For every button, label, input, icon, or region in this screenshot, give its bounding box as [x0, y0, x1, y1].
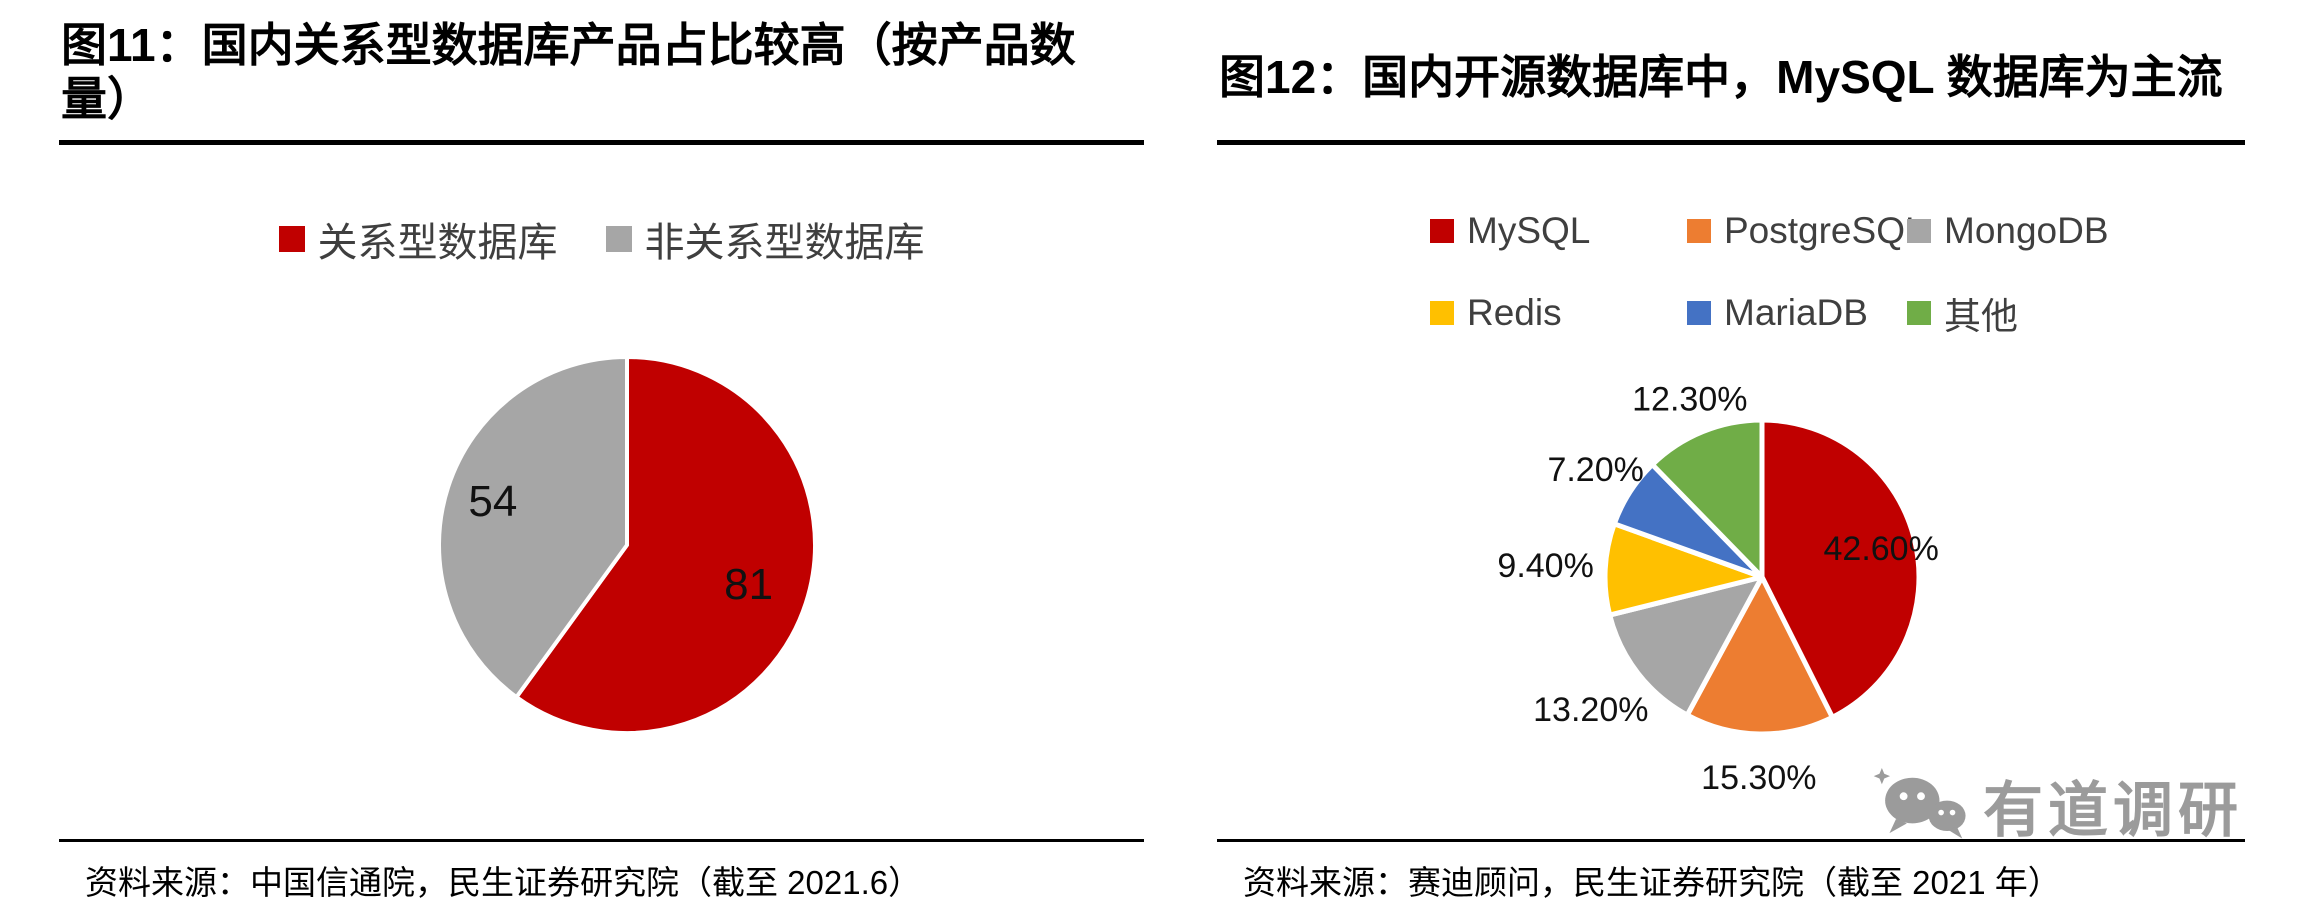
legend-label: MySQL — [1467, 210, 1591, 251]
pie-data-label: 13.20% — [1533, 691, 1648, 729]
legend-item-1: PostgreSQL — [1687, 210, 1926, 252]
legend-item-1: 非关系型数据库 — [605, 210, 925, 268]
figure-11-title-rule — [59, 140, 1144, 145]
legend-item-0: MySQL — [1430, 210, 1687, 252]
pie-data-label: 7.20% — [1547, 451, 1643, 489]
pie-slice-1 — [1684, 574, 1835, 737]
pie-slice-1 — [437, 355, 629, 700]
legend-swatch-icon — [1687, 301, 1711, 325]
legend-label: Redis — [1467, 292, 1562, 333]
figure-12-bottom-rule — [1217, 839, 2245, 842]
figure-11-source: 资料来源：中国信通院，民生证券研究院（截至 2021.6） — [85, 864, 922, 901]
legend-row: Redis MariaDB 其他 — [1217, 286, 2245, 340]
legend-label: PostgreSQL — [1724, 210, 1926, 251]
legend-label: 其他 — [1944, 296, 2018, 337]
legend-item-0: 关系型数据库 — [278, 210, 558, 268]
watermark: 有道调研 — [1871, 762, 2243, 849]
figure-12-legend: MySQL PostgreSQL MongoDB Redis MariaDB 其他 — [1217, 210, 2245, 374]
figure-11-pie-chart: 81 54 — [437, 355, 817, 735]
wechat-bubbles-icon — [1873, 767, 1966, 839]
legend-swatch-icon — [1907, 219, 1931, 243]
legend-item-2: MongoDB — [1907, 210, 2109, 252]
legend-swatch-icon — [278, 226, 305, 252]
legend-item-4: MariaDB — [1687, 292, 1907, 334]
pie-slice-2 — [1607, 574, 1765, 718]
legend-swatch-icon — [1430, 219, 1454, 243]
legend-swatch-icon — [1687, 219, 1711, 243]
legend-label: 关系型数据库 — [317, 221, 558, 265]
legend-label: MongoDB — [1944, 210, 2109, 251]
panel-figure-12: 图12：国内开源数据库中，MySQL 数据库为主流 MySQL PostgreSQ… — [1217, 0, 2245, 921]
legend-item-5: 其他 — [1907, 286, 2018, 340]
pie-data-label: 81 — [724, 560, 773, 609]
legend-row: 关系型数据库 非关系型数据库 — [59, 210, 1144, 268]
pie-data-label: 12.30% — [1632, 381, 1747, 419]
pie-data-label: 15.30% — [1701, 759, 1816, 797]
figure-11-bottom-rule — [59, 839, 1144, 842]
pie-slice-5 — [1649, 417, 1765, 580]
figure-12-title-rule — [1217, 140, 2245, 145]
legend-label: MariaDB — [1724, 292, 1868, 333]
panel-figure-11: 图11：国内关系型数据库产品占比较高（按产品数 量） 关系型数据库 非关系型数据库… — [59, 0, 1144, 921]
pie-data-label: 9.40% — [1497, 547, 1593, 585]
figure-12-title: 图12：国内开源数据库中，MySQL 数据库为主流 — [1219, 51, 2223, 103]
pie-data-label: 54 — [468, 477, 517, 526]
figure-11-title: 图11：国内关系型数据库产品占比较高（按产品数 量） — [61, 19, 1076, 126]
pie-data-label: 42.60% — [1824, 530, 1939, 568]
legend-swatch-icon — [605, 226, 632, 252]
legend-swatch-icon — [1907, 301, 1931, 325]
watermark-text: 有道调研 — [1983, 777, 2243, 844]
pie-slice-0 — [514, 355, 817, 735]
legend-row: MySQL PostgreSQL MongoDB — [1217, 210, 2245, 252]
legend-label: 非关系型数据库 — [644, 221, 925, 265]
legend-swatch-icon — [1430, 301, 1454, 325]
figure-11-legend: 关系型数据库 非关系型数据库 — [59, 210, 1144, 302]
figure-12-source: 资料来源：赛迪顾问，民生证券研究院（截至 2021 年） — [1243, 864, 2061, 901]
figure-12-pie-chart: 42.60% 15.30% 13.20% 9.40% 7.20% 12.30% — [1497, 381, 1939, 797]
legend-item-3: Redis — [1430, 292, 1687, 334]
pie-slice-0 — [1759, 417, 1922, 720]
